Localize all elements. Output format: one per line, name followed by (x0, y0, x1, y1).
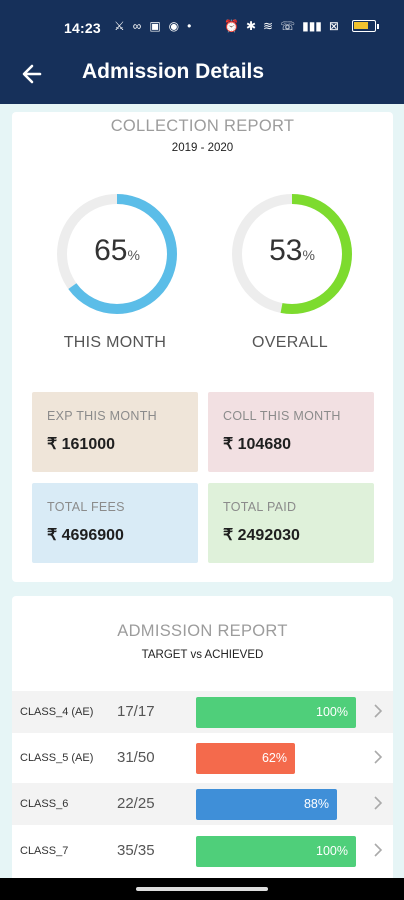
app-bar: 14:23 ⚔ ∞ ▣ ◉ • ⏰ ✱ ≋ ☏ ▮▮▮ ⊠ Admission … (0, 0, 404, 104)
alarm-icon: ⏰ (224, 19, 239, 33)
stat-value: ₹ 2492030 (223, 527, 300, 544)
progress-bar: 62% (196, 743, 295, 774)
list-item-class-6[interactable]: CLASS_6 22/25 88% (12, 783, 393, 825)
overall-label: OVERALL (252, 334, 328, 351)
call-icon: ☏ (280, 19, 296, 33)
status-time: 14:23 (64, 20, 101, 36)
this-month-percent: 65% (94, 234, 140, 267)
this-month-label: THIS MONTH (63, 334, 167, 351)
collection-report-card: COLLECTION REPORT 2019 - 2020 65% THIS M… (12, 112, 393, 582)
back-button[interactable] (18, 60, 48, 88)
chevron-right-icon (374, 750, 383, 764)
chevron-right-icon (374, 843, 383, 857)
status-bar: 14:23 ⚔ ∞ ▣ ◉ • ⏰ ✱ ≋ ☏ ▮▮▮ ⊠ (0, 0, 404, 56)
page-title: Admission Details (82, 60, 265, 83)
progress-bar: 88% (196, 789, 337, 820)
stat-value: ₹ 4696900 (47, 527, 124, 544)
this-month-donut (57, 194, 177, 314)
status-left-icons: ⚔ ∞ ▣ ◉ • (114, 19, 191, 33)
collection-report-title: COLLECTION REPORT (110, 117, 295, 135)
system-nav-bar (0, 878, 404, 900)
overall-donut (232, 194, 352, 314)
app-icon: ◉ (168, 19, 180, 33)
app-icon: ▣ (149, 19, 161, 33)
bluetooth-icon: ✱ (245, 19, 257, 33)
battery-icon (351, 20, 379, 32)
stat-label: TOTAL FEES (47, 500, 125, 514)
class-name: CLASS_6 (20, 798, 69, 810)
notification-icon: ⚔ (114, 19, 125, 33)
arrow-left-icon (22, 64, 42, 84)
donut-progress-arc (57, 194, 177, 314)
home-gesture-handle[interactable] (136, 887, 268, 891)
total-fees-tile: TOTAL FEES ₹ 4696900 (32, 483, 198, 563)
class-count: 22/25 (117, 795, 155, 812)
class-count: 31/50 (117, 749, 155, 766)
overall-percent: 53% (269, 234, 315, 267)
no-signal-icon: ⊠ (328, 19, 339, 33)
stat-value: ₹ 104680 (223, 436, 292, 453)
class-name: CLASS_4 (AE) (20, 706, 94, 718)
chevron-right-icon (374, 704, 383, 718)
collection-report-year: 2019 - 2020 (171, 142, 234, 154)
progress-bar: 100% (196, 697, 356, 728)
stat-label: TOTAL PAID (223, 500, 297, 514)
list-item-class-4[interactable]: CLASS_4 (AE) 17/17 100% (12, 691, 393, 733)
stat-label: COLL THIS MONTH (223, 409, 341, 423)
coll-this-month-tile: COLL THIS MONTH ₹ 104680 (208, 392, 374, 472)
list-item-class-7[interactable]: CLASS_7 35/35 100% (12, 830, 393, 872)
exp-this-month-tile: EXP THIS MONTH ₹ 161000 (32, 392, 198, 472)
status-right-icons: ⏰ ✱ ≋ ☏ ▮▮▮ ⊠ (224, 19, 379, 33)
voicemail-icon: ∞ (132, 19, 142, 33)
admission-report-subtitle: TARGET vs ACHIEVED (141, 649, 264, 661)
signal-icon: ▮▮▮ (302, 19, 322, 33)
total-paid-tile: TOTAL PAID ₹ 2492030 (208, 483, 374, 563)
progress-bar: 100% (196, 836, 356, 867)
stat-value: ₹ 161000 (47, 436, 116, 453)
class-count: 35/35 (117, 842, 155, 859)
donut-progress-arc (232, 194, 352, 314)
class-name: CLASS_7 (20, 845, 69, 857)
list-item-class-5[interactable]: CLASS_5 (AE) 31/50 62% (12, 737, 393, 779)
chevron-right-icon (374, 796, 383, 810)
dot-icon: • (187, 19, 192, 33)
wifi-icon: ≋ (263, 19, 274, 33)
admission-report-title: ADMISSION REPORT (117, 622, 288, 640)
class-count: 17/17 (117, 703, 155, 720)
class-name: CLASS_5 (AE) (20, 752, 94, 764)
stat-label: EXP THIS MONTH (47, 409, 158, 423)
